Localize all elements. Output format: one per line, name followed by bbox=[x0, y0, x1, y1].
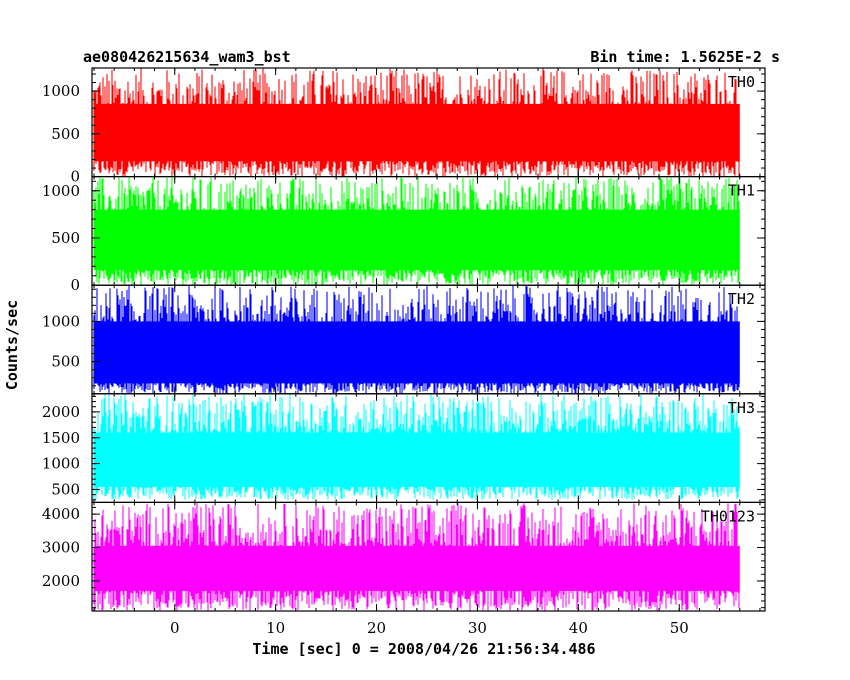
y-tick-label: 500 bbox=[51, 353, 80, 371]
series-label-th0123: TH0123 bbox=[701, 507, 755, 525]
y-tick-label: 500 bbox=[51, 125, 80, 143]
panel-frame bbox=[91, 501, 766, 612]
x-tick-label: 30 bbox=[468, 619, 487, 637]
series-core-th0123 bbox=[94, 545, 740, 591]
panel-th2: 500 1000 TH2 bbox=[42, 284, 766, 395]
x-tick-label: 40 bbox=[569, 619, 588, 637]
x-tick-label: 20 bbox=[367, 619, 386, 637]
y-tick-label: 1000 bbox=[42, 455, 80, 473]
y-tick-label: 1500 bbox=[42, 429, 80, 447]
panels: 0 500 1000 TH0 0 500 1000 TH1 500 1000 TH2 500 1000 1… bbox=[42, 67, 766, 612]
panel-th3: 500 1000 1500 2000 TH3 bbox=[42, 393, 766, 503]
bin-time-label: Bin time: 1.5625E-2 s bbox=[590, 48, 780, 66]
x-tick-label: 50 bbox=[670, 619, 689, 637]
x-tick-label: 0 bbox=[170, 619, 180, 637]
y-tick-label: 0 bbox=[70, 276, 80, 294]
panel-th0123: 2000 3000 4000 TH0123 bbox=[42, 501, 766, 612]
y-axis-label: Counts/sec bbox=[3, 300, 21, 390]
series-core-th1 bbox=[94, 209, 740, 271]
y-tick-label: 500 bbox=[51, 229, 80, 247]
series-label-th0: TH0 bbox=[728, 73, 755, 91]
y-tick-label: 3000 bbox=[42, 539, 80, 557]
y-tick-label: 1000 bbox=[42, 82, 80, 100]
y-tick-label: 2000 bbox=[42, 572, 80, 590]
series-core-th0 bbox=[94, 103, 740, 162]
panel-th0: 0 500 1000 TH0 bbox=[42, 67, 766, 186]
y-tick-label: 2000 bbox=[42, 403, 80, 421]
y-tick-label: 1000 bbox=[42, 182, 80, 200]
series-core-th3 bbox=[94, 432, 740, 487]
y-tick-label: 1000 bbox=[42, 312, 80, 330]
y-tick-label: 4000 bbox=[42, 505, 80, 523]
y-tick-label: 500 bbox=[51, 480, 80, 498]
series-label-th3: TH3 bbox=[728, 399, 755, 417]
series-core-th2 bbox=[94, 321, 740, 384]
chart-title: ae080426215634_wam3_bst bbox=[83, 48, 291, 66]
x-axis-ticks: 0 10 20 30 40 50 bbox=[170, 619, 689, 637]
panel-th1: 0 500 1000 TH1 bbox=[42, 176, 766, 294]
x-tick-label: 10 bbox=[266, 619, 285, 637]
series-label-th2: TH2 bbox=[728, 290, 755, 308]
x-axis-label: Time [sec] 0 = 2008/04/26 21:56:34.486 bbox=[252, 640, 595, 658]
series-label-th1: TH1 bbox=[728, 182, 755, 200]
y-tick-label: 0 bbox=[70, 168, 80, 186]
